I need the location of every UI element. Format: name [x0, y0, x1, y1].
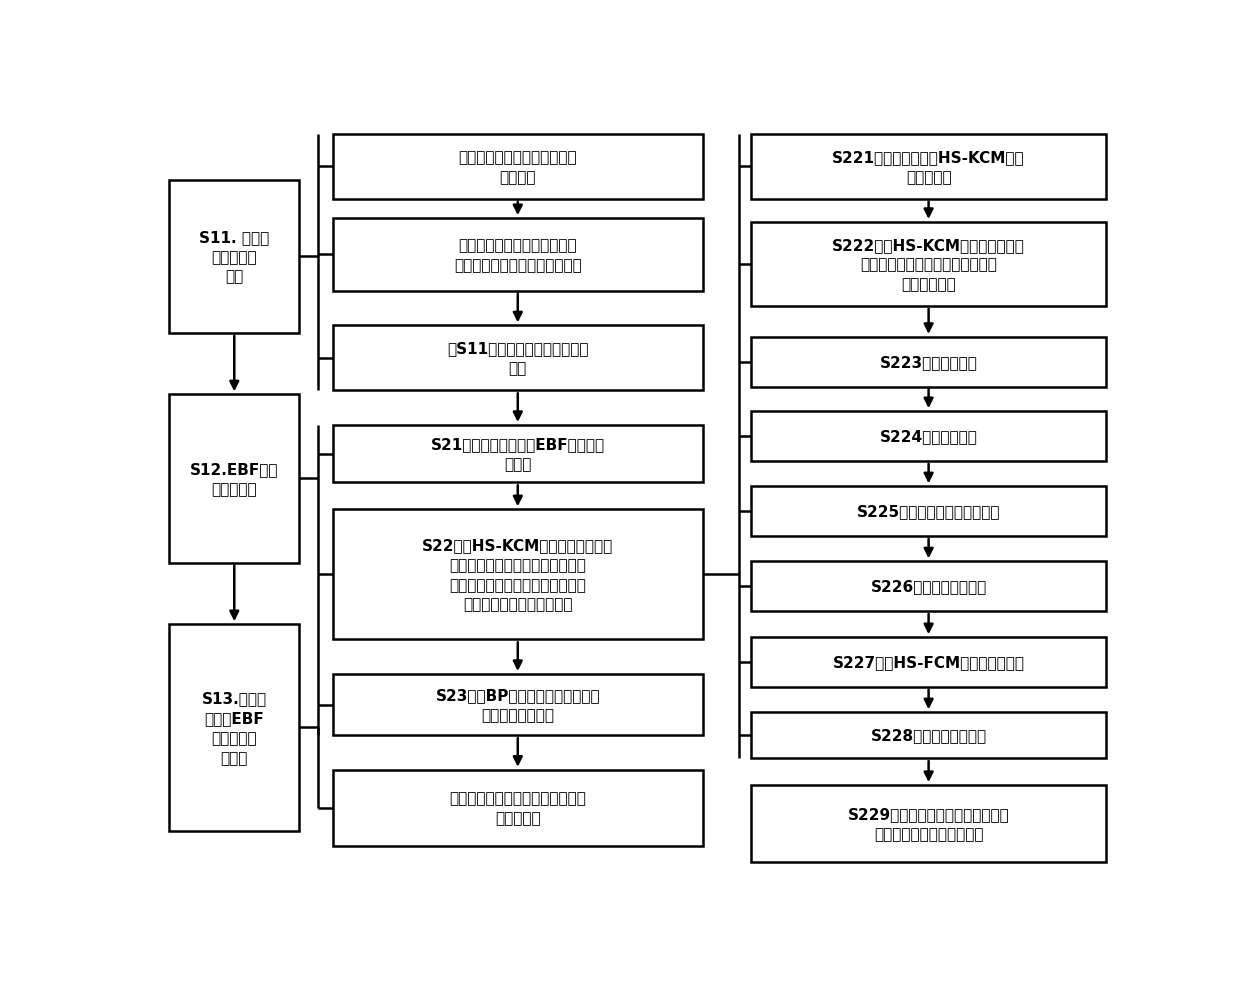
Text: S21根据训练样本设计EBF神经网络
的结构: S21根据训练样本设计EBF神经网络 的结构 [430, 436, 605, 471]
Text: S221输入训练样本和HS-KCM算法
参数初始化: S221输入训练样本和HS-KCM算法 参数初始化 [832, 150, 1025, 185]
Text: S225创作一个新的和声记忆库: S225创作一个新的和声记忆库 [857, 504, 1001, 519]
Text: S228选取最优聚类中心: S228选取最优聚类中心 [870, 728, 987, 743]
Bar [332, 219, 703, 291]
Text: S229利用中心值计算半轴长、每个
隐含神经元的输入和输出。: S229利用中心值计算半轴长、每个 隐含神经元的输入和输出。 [848, 806, 1009, 841]
Bar [751, 134, 1106, 200]
Bar [332, 674, 703, 736]
Bar [332, 769, 703, 847]
Text: 输入测试样本，判断交流伺服电机
的运行状况: 输入测试样本，判断交流伺服电机 的运行状况 [449, 791, 587, 825]
Text: S13.对训练
完成的EBF
神经网络进
行测试: S13.对训练 完成的EBF 神经网络进 行测试 [202, 691, 267, 765]
Text: S23利用BP算法调整隐含层与输出
层之间的连接权值: S23利用BP算法调整隐含层与输出 层之间的连接权值 [435, 688, 600, 723]
Text: 收集电机正常运行和四种故障
状态下的特征向量形成数据样本: 收集电机正常运行和四种故障 状态下的特征向量形成数据样本 [454, 238, 582, 272]
Text: S22利用HS-KCM算法优化得到隐含
层神经元在输入空间各维上的椭球
中心值，进一步计算对应椭球半轴
长、每个神经元的输入输出: S22利用HS-KCM算法优化得到隐含 层神经元在输入空间各维上的椭球 中心值，… [422, 538, 614, 612]
Bar [332, 326, 703, 391]
Text: S226和声记忆库的更新: S226和声记忆库的更新 [870, 580, 987, 594]
Bar [170, 181, 299, 334]
Bar [332, 425, 703, 483]
Text: 交流伺服电机运行故障特征向
量的提取: 交流伺服电机运行故障特征向 量的提取 [459, 150, 577, 185]
Text: S222确定HS-KCM算法中聚类算法
在和声中的编码方式以及和和声记
忆库的初始化: S222确定HS-KCM算法中聚类算法 在和声中的编码方式以及和和声记 忆库的初… [832, 238, 1025, 292]
Text: S227检查HS-FCM算法的终止条件: S227检查HS-FCM算法的终止条件 [832, 655, 1024, 670]
Bar [751, 562, 1106, 611]
Text: S224更新控制参数: S224更新控制参数 [879, 429, 977, 444]
Bar [170, 624, 299, 831]
Bar [751, 713, 1106, 758]
Bar [751, 487, 1106, 537]
Bar [751, 337, 1106, 387]
Bar [751, 223, 1106, 307]
Text: S11. 样本数
据的选取和
处理: S11. 样本数 据的选取和 处理 [200, 230, 269, 284]
Text: S223计算适应度值: S223计算适应度值 [879, 355, 977, 370]
Bar [751, 637, 1106, 687]
Bar [751, 412, 1106, 461]
Bar [751, 785, 1106, 862]
Bar [332, 134, 703, 200]
Bar [170, 395, 299, 564]
Bar [332, 510, 703, 640]
Text: S12.EBF神经
网络的训练: S12.EBF神经 网络的训练 [190, 461, 279, 496]
Text: 对S11中的所有数据样本进行归
一化: 对S11中的所有数据样本进行归 一化 [448, 341, 589, 376]
